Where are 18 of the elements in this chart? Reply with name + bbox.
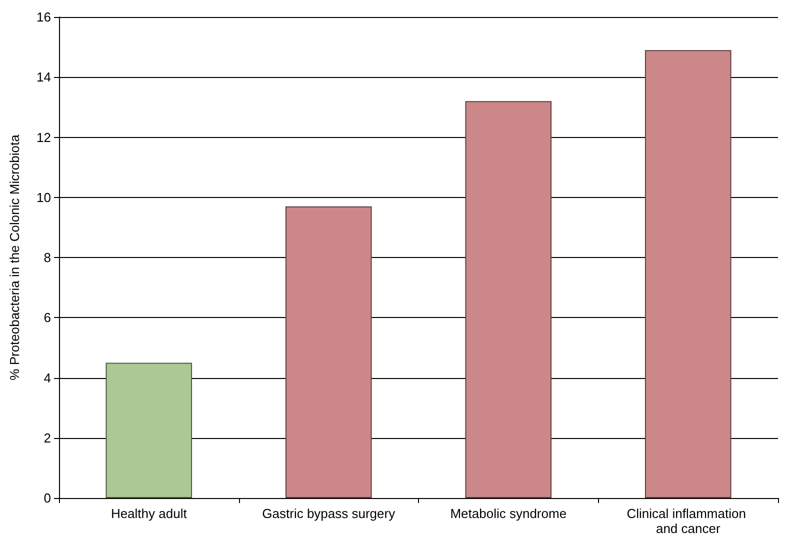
x-tick-label: Gastric bypass surgery xyxy=(262,506,396,521)
bar xyxy=(465,101,552,498)
bar xyxy=(106,362,192,498)
y-axis-title: % Proteobacteria in the Colonic Microbiota xyxy=(7,134,22,380)
y-tick-label: 0 xyxy=(44,490,51,506)
bar xyxy=(644,50,732,498)
x-tick-label: Healthy adult xyxy=(110,506,188,521)
y-tick-label: 16 xyxy=(36,10,51,24)
x-tick-label: Clinical inflammation and cancer xyxy=(626,506,750,536)
y-tick-label: 8 xyxy=(44,250,51,265)
bar xyxy=(285,206,372,498)
y-tick-label: 10 xyxy=(36,190,51,205)
y-tick-label: 14 xyxy=(36,70,51,85)
y-tick-label: 4 xyxy=(44,370,51,386)
x-tick-label: Metabolic syndrome xyxy=(450,506,567,521)
y-tick-label: 6 xyxy=(44,310,51,326)
y-tick-label: 12 xyxy=(36,130,51,145)
y-tick-label: 2 xyxy=(44,430,51,446)
